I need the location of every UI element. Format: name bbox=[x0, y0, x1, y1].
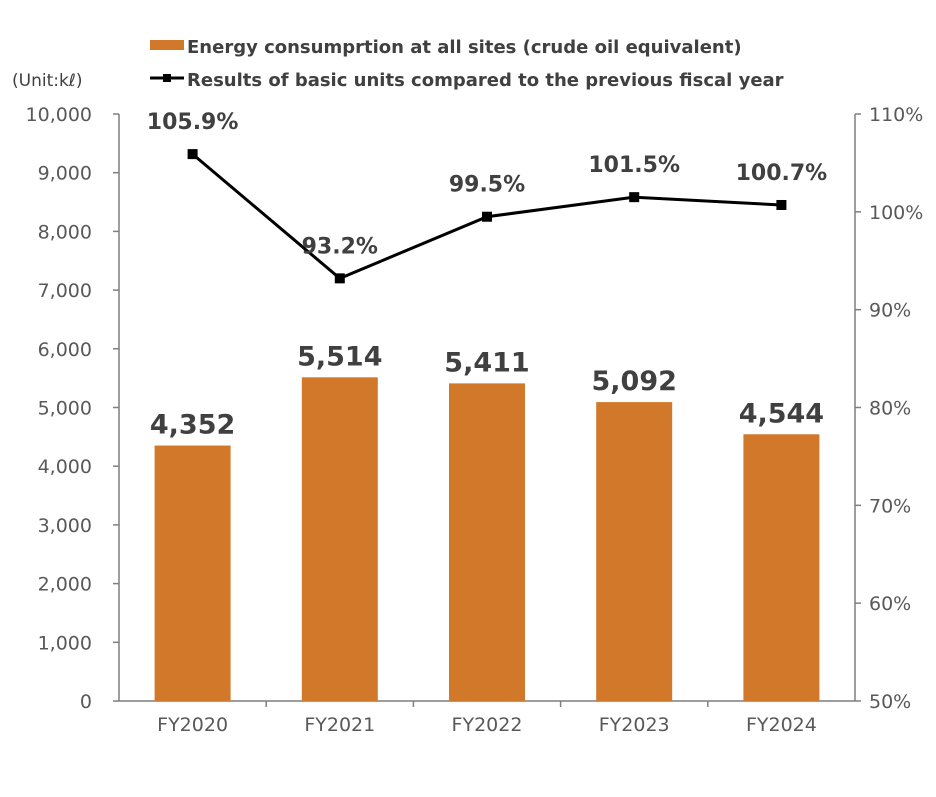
right-tick-label: 70% bbox=[869, 495, 911, 517]
line-data-label: 105.9% bbox=[147, 110, 239, 135]
bar bbox=[154, 445, 231, 701]
line-marker bbox=[482, 211, 492, 222]
line-data-label: 101.5% bbox=[588, 153, 680, 178]
left-tick-label: 5,000 bbox=[38, 398, 92, 420]
bar-data-label: 5,092 bbox=[591, 366, 676, 397]
right-tick-label: 50% bbox=[869, 691, 911, 713]
bar-data-label: 5,411 bbox=[444, 347, 529, 378]
left-tick-label: 10,000 bbox=[26, 104, 92, 126]
line-data-label: 93.2% bbox=[302, 234, 378, 259]
bar bbox=[596, 402, 673, 701]
right-tick-label: 60% bbox=[869, 593, 911, 615]
legend-swatch-marker bbox=[163, 74, 171, 82]
x-tick-label: FY2023 bbox=[599, 714, 670, 736]
line-marker bbox=[334, 273, 345, 284]
left-tick-label: 9,000 bbox=[38, 163, 92, 185]
left-tick-label: 6,000 bbox=[38, 339, 92, 361]
bars: 4,352 5,514 5,411 5,092 4,544 bbox=[150, 341, 824, 701]
x-tick-label: FY2022 bbox=[452, 714, 523, 736]
right-tick-label: 90% bbox=[869, 300, 911, 322]
bar-data-label: 5,514 bbox=[297, 341, 382, 372]
x-tick-label: FY2021 bbox=[304, 714, 375, 736]
bar bbox=[449, 383, 525, 701]
legend-label-basic-units: Results of basic units compared to the p… bbox=[187, 70, 784, 91]
left-tick-label: 7,000 bbox=[38, 280, 92, 302]
left-tick-label: 1,000 bbox=[38, 632, 92, 654]
line-data-label: 100.7% bbox=[736, 161, 828, 186]
bar-data-label: 4,352 bbox=[150, 410, 235, 441]
right-tick-label: 110% bbox=[869, 104, 923, 126]
left-tick-label: 8,000 bbox=[38, 221, 92, 243]
axes: 0 1,000 2,000 3,000 4,000 5,000 6,000 7,000 8,00… bbox=[26, 104, 924, 736]
x-tick-label: FY2024 bbox=[746, 714, 817, 736]
left-tick-label: 4,000 bbox=[38, 456, 92, 478]
line-marker bbox=[187, 149, 198, 160]
left-tick-label: 2,000 bbox=[38, 574, 92, 596]
legend-swatch-energy bbox=[150, 40, 184, 50]
legend-label-energy: Energy consumprtion at all sites (crude … bbox=[187, 37, 742, 58]
unit-label: (Unit:kℓ) bbox=[12, 71, 82, 91]
legend: Energy consumprtion at all sites (crude … bbox=[150, 37, 784, 91]
x-tick-label: FY2020 bbox=[157, 714, 228, 736]
left-tick-label: 3,000 bbox=[38, 515, 92, 537]
right-tick-label: 100% bbox=[869, 202, 923, 224]
line-data-label: 99.5% bbox=[449, 173, 525, 198]
bar bbox=[301, 377, 378, 701]
line-series: 105.9% 93.2% 99.5% 101.5% 100.7% bbox=[147, 110, 828, 284]
right-tick-label: 80% bbox=[869, 398, 911, 420]
line-marker bbox=[629, 192, 640, 203]
bar bbox=[743, 434, 820, 701]
left-tick-label: 0 bbox=[80, 691, 92, 713]
bar-data-label: 4,544 bbox=[739, 398, 824, 429]
line-marker bbox=[776, 199, 787, 210]
